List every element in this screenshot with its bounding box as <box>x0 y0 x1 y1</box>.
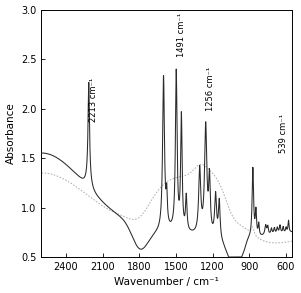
Y-axis label: Absorbance: Absorbance <box>5 103 16 164</box>
Text: 539 cm⁻¹: 539 cm⁻¹ <box>278 114 287 153</box>
Text: 2213 cm⁻¹: 2213 cm⁻¹ <box>89 78 98 122</box>
Text: 1491 cm⁻¹: 1491 cm⁻¹ <box>177 13 186 57</box>
X-axis label: Wavenumber / cm⁻¹: Wavenumber / cm⁻¹ <box>114 277 219 287</box>
Text: 1256 cm⁻¹: 1256 cm⁻¹ <box>206 66 215 110</box>
